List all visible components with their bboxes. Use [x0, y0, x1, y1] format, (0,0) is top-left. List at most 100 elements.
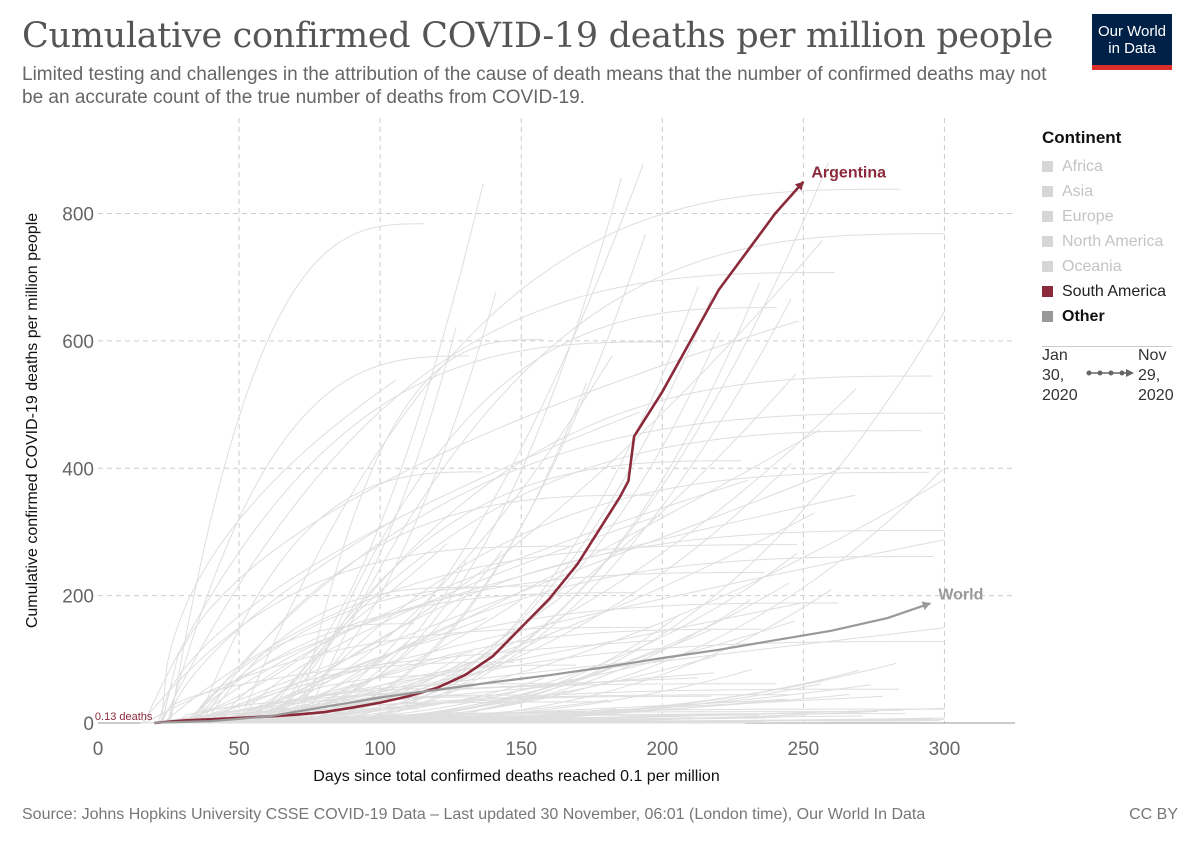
background-series-line[interactable]: [295, 162, 829, 724]
background-series-line[interactable]: [281, 471, 930, 724]
background-series-line[interactable]: [158, 639, 655, 724]
timeline-start-year: 2020: [1042, 387, 1078, 404]
background-series-line[interactable]: [254, 698, 788, 724]
background-series-line[interactable]: [157, 411, 640, 724]
background-series-line[interactable]: [223, 613, 681, 724]
background-series-line[interactable]: [264, 233, 646, 724]
legend-item[interactable]: Oceania: [1042, 254, 1172, 279]
background-series-line[interactable]: [162, 544, 798, 724]
background-series-line[interactable]: [167, 519, 395, 724]
background-series-line[interactable]: [200, 494, 655, 724]
background-series-line[interactable]: [204, 586, 482, 724]
legend-swatch: [1042, 211, 1053, 222]
background-series-line[interactable]: [283, 556, 934, 724]
series-arrow-world: [921, 601, 931, 611]
background-series-line[interactable]: [160, 379, 396, 724]
timeline-start-month: Jan: [1042, 347, 1068, 364]
background-series-line[interactable]: [224, 478, 945, 724]
legend-label: South America: [1062, 283, 1167, 300]
legend-swatch: [1042, 236, 1053, 247]
background-series-line[interactable]: [259, 430, 922, 724]
timeline-start-day: 30,: [1042, 367, 1065, 384]
legend-swatch: [1042, 161, 1053, 172]
background-series-line[interactable]: [297, 339, 543, 724]
legend-item[interactable]: Africa: [1042, 154, 1172, 179]
legend-item[interactable]: Asia: [1042, 179, 1172, 204]
y-tick-label: 400: [62, 459, 94, 480]
license-link[interactable]: CC BY: [1129, 806, 1178, 823]
background-series-line[interactable]: [214, 183, 484, 724]
background-series-line[interactable]: [210, 355, 613, 724]
legend-title: Continent: [1042, 128, 1122, 147]
legend-item[interactable]: South America: [1042, 279, 1172, 304]
x-tick-label: 300: [929, 739, 961, 760]
series-label-argentina[interactable]: Argentina: [811, 165, 886, 182]
legend: Continent Africa Asia Europe North America O…: [1042, 128, 1172, 347]
background-series-line[interactable]: [161, 320, 799, 724]
background-series-line[interactable]: [296, 307, 777, 724]
timeline-start-date[interactable]: Jan 30, 2020: [1042, 346, 1082, 406]
background-series-line[interactable]: [248, 662, 626, 724]
timeline-end-year: 2020: [1138, 387, 1174, 404]
background-series-line[interactable]: [166, 355, 469, 724]
background-series-line[interactable]: [259, 529, 945, 724]
series-label-world[interactable]: World: [938, 586, 983, 603]
background-series-line[interactable]: [189, 412, 945, 724]
background-series-line[interactable]: [192, 585, 556, 724]
background-series-line[interactable]: [200, 552, 798, 724]
legend-label: Asia: [1062, 183, 1094, 200]
background-series-line[interactable]: [163, 327, 457, 724]
owid-logo[interactable]: Our World in Data: [1092, 14, 1172, 70]
background-series-line[interactable]: [161, 272, 835, 724]
background-series-line[interactable]: [143, 341, 673, 724]
background-series-line[interactable]: [167, 543, 448, 724]
legend-item[interactable]: Europe: [1042, 204, 1172, 229]
start-annotation: 0.13 deaths: [95, 711, 153, 723]
background-series-line[interactable]: [178, 466, 845, 724]
chart-title: Cumulative confirmed COVID-19 deaths per…: [22, 16, 1054, 56]
x-tick-label: 50: [229, 739, 250, 760]
logo-line-1: Our World: [1097, 23, 1167, 40]
series-line-argentina[interactable]: [154, 180, 805, 725]
x-tick-label: 150: [505, 739, 537, 760]
x-tick-label: 100: [364, 739, 396, 760]
background-series-line[interactable]: [197, 471, 483, 724]
background-series-line[interactable]: [211, 694, 789, 724]
background-series-line[interactable]: [290, 695, 711, 724]
legend-swatch: [1042, 286, 1053, 297]
line-chart[interactable]: 0 200 400 600 800 0 50 100 150 200 250 300 Days sinc…: [0, 0, 1030, 800]
y-tick-label: 800: [62, 205, 94, 226]
timeline-end-month: Nov: [1138, 347, 1167, 364]
background-series-line[interactable]: [141, 545, 571, 724]
legend-item[interactable]: North America: [1042, 229, 1172, 254]
background-series-line[interactable]: [169, 223, 425, 724]
series-line-world[interactable]: [154, 602, 931, 724]
series-arrow-argentina: [794, 181, 804, 191]
background-series-line[interactable]: [157, 240, 823, 724]
background-series-line[interactable]: [190, 539, 945, 724]
background-series-line[interactable]: [263, 164, 644, 724]
x-tick-label: 200: [646, 739, 678, 760]
legend-label: Other: [1062, 308, 1105, 325]
legend-label: North America: [1062, 233, 1164, 250]
background-series-line[interactable]: [239, 602, 839, 724]
legend-item[interactable]: Other: [1042, 304, 1172, 329]
background-series-line[interactable]: [300, 641, 945, 724]
background-series-line[interactable]: [231, 617, 488, 724]
y-tick-label: 200: [62, 587, 94, 608]
y-axis-title: Cumulative confirmed COVID-19 deaths per…: [24, 213, 41, 628]
legend-label: Oceania: [1062, 258, 1122, 275]
background-series-line[interactable]: [183, 714, 760, 724]
background-series-line[interactable]: [275, 375, 933, 724]
timeline-end-date[interactable]: Nov 29, 2020: [1138, 346, 1182, 406]
background-series-line[interactable]: [189, 572, 765, 724]
background-series-line[interactable]: [182, 592, 636, 724]
background-series-line[interactable]: [238, 188, 900, 724]
timeline-control[interactable]: Jan 30, 2020 Nov 29, 2020: [1042, 346, 1182, 416]
timeline-end-day: 29,: [1138, 367, 1161, 384]
legend-divider: [1042, 346, 1172, 347]
background-series-line[interactable]: [219, 479, 749, 724]
timeline-play-arrow-icon[interactable]: [1086, 366, 1136, 380]
background-series-line[interactable]: [272, 460, 742, 724]
background-series-line[interactable]: [169, 683, 777, 724]
